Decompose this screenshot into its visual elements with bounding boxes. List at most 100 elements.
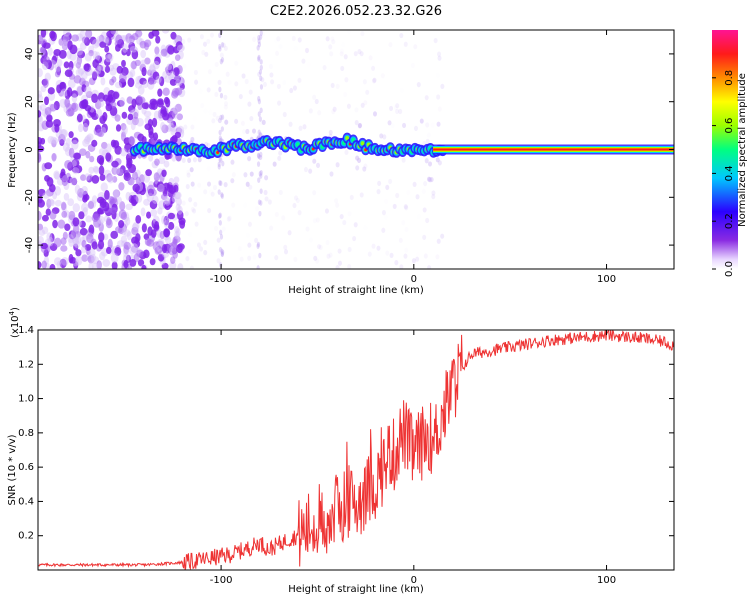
noise-dot xyxy=(331,99,335,104)
noise-dot xyxy=(328,44,333,50)
noise-blob xyxy=(49,184,56,193)
noise-blob xyxy=(84,173,91,181)
snr-panel: -100 0 100 0.2 0.4 0.6 0.8 1.0 1.2 1.4 Height of… xyxy=(7,307,675,595)
noise-dot xyxy=(223,182,228,188)
noise-blob xyxy=(91,112,99,121)
noise-dot xyxy=(423,253,428,259)
noise-dot xyxy=(194,79,199,85)
noise-dot xyxy=(431,123,435,128)
noise-dot xyxy=(398,108,403,115)
noise-dot xyxy=(312,218,317,224)
noise-dot xyxy=(389,105,394,112)
noise-blob xyxy=(120,123,127,131)
noise-blob xyxy=(175,197,182,206)
noise-blob xyxy=(115,44,121,52)
noise-column-dot xyxy=(256,161,261,167)
noise-blob xyxy=(152,71,160,81)
noise-blob xyxy=(81,202,89,213)
noise-blob xyxy=(170,120,177,128)
noise-dot xyxy=(402,122,407,129)
noise-blob xyxy=(118,72,127,83)
noise-blob xyxy=(56,58,63,67)
noise-dot xyxy=(192,208,197,214)
noise-dot xyxy=(381,227,386,233)
band-red xyxy=(433,148,674,151)
colorbar-tick-label: 0.0 xyxy=(724,261,735,277)
noise-dot xyxy=(436,121,441,127)
noise-dot xyxy=(425,217,430,224)
noise-dot xyxy=(312,94,317,100)
noise-blob xyxy=(38,210,42,221)
noise-blob xyxy=(158,200,167,210)
noise-blob xyxy=(146,192,154,203)
noise-dot xyxy=(291,35,296,42)
noise-blob xyxy=(163,228,170,238)
noise-blob xyxy=(113,165,121,176)
noise-blob xyxy=(85,215,92,223)
noise-dot xyxy=(349,194,354,201)
noise-blob xyxy=(132,183,140,193)
noise-dot xyxy=(422,189,426,194)
colorbar-label: Normalized spectral amplitude xyxy=(737,73,748,227)
noise-column-dot xyxy=(257,34,261,41)
noise-blob xyxy=(156,245,163,255)
noise-dot xyxy=(385,184,390,190)
noise-dot xyxy=(275,50,280,57)
noise-blob xyxy=(109,207,118,214)
noise-dot xyxy=(221,226,226,232)
noise-dot xyxy=(249,115,254,122)
noise-dot xyxy=(353,51,358,57)
noise-blob xyxy=(82,195,88,203)
noise-blob xyxy=(125,38,134,45)
noise-dot xyxy=(294,195,299,201)
noise-dot xyxy=(363,163,368,169)
noise-dot xyxy=(337,248,342,254)
noise-blob xyxy=(152,60,160,70)
noise-dot xyxy=(282,111,287,118)
noise-blob xyxy=(167,221,175,230)
noise-blob xyxy=(108,64,115,72)
noise-dot xyxy=(437,106,442,112)
noise-blob xyxy=(138,182,146,191)
noise-blob xyxy=(69,176,78,186)
noise-blob xyxy=(128,246,137,255)
noise-dot xyxy=(248,82,252,87)
noise-dot xyxy=(223,45,228,51)
snr-x-label: Height of straight line (km) xyxy=(288,584,424,595)
noise-dot xyxy=(216,258,221,264)
noise-blob xyxy=(173,184,179,194)
noise-dot xyxy=(180,44,185,50)
noise-dot xyxy=(246,233,250,238)
noise-dot xyxy=(263,189,268,196)
snr-y-tick-label: 0.8 xyxy=(18,428,34,439)
noise-blob xyxy=(38,90,43,98)
noise-blob xyxy=(87,201,95,210)
spectrogram-x-tick-label: 0 xyxy=(411,274,417,285)
noise-dot xyxy=(326,150,330,155)
noise-blob xyxy=(54,123,60,133)
noise-dot xyxy=(425,138,430,144)
noise-blob xyxy=(155,35,161,44)
noise-blob xyxy=(148,64,157,74)
noise-blob xyxy=(89,36,97,45)
noise-dot xyxy=(427,176,432,182)
noise-dot xyxy=(419,118,424,124)
noise-blob xyxy=(61,177,68,187)
noise-blob xyxy=(175,203,181,212)
noise-blob xyxy=(170,107,178,116)
noise-dot xyxy=(328,129,333,136)
noise-blob xyxy=(110,230,119,239)
noise-blob xyxy=(46,198,52,209)
noise-blob xyxy=(126,230,132,241)
noise-dot xyxy=(190,124,195,130)
spectrogram-x-ticks: -100 0 100 xyxy=(210,30,616,285)
noise-dot xyxy=(234,60,239,66)
noise-blob xyxy=(112,140,120,149)
noise-dot xyxy=(238,246,242,251)
noise-dot xyxy=(187,37,192,43)
noise-dot xyxy=(197,157,202,163)
noise-column-dot xyxy=(259,30,263,36)
noise-blob xyxy=(131,98,137,109)
noise-dot xyxy=(207,166,211,171)
noise-blob xyxy=(59,129,67,138)
